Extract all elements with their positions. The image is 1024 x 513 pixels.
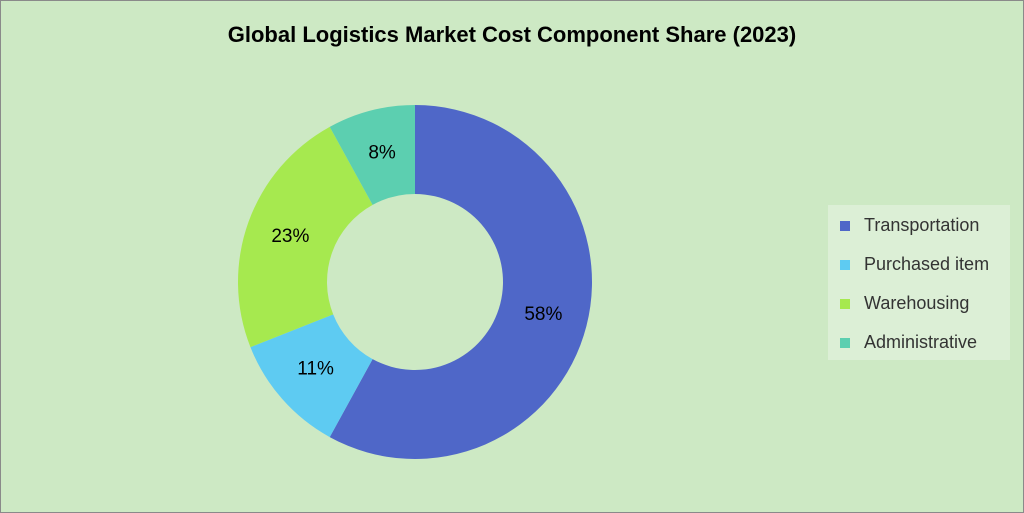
donut-slice xyxy=(238,126,373,348)
data-label: 58% xyxy=(524,304,562,325)
legend-swatch xyxy=(840,299,850,309)
donut-slice xyxy=(250,314,373,438)
legend-label: Administrative xyxy=(864,332,977,352)
data-label: 8% xyxy=(368,143,396,164)
legend-label: Transportation xyxy=(864,215,979,235)
data-label: 23% xyxy=(271,226,309,247)
chart-title: Global Logistics Market Cost Component S… xyxy=(228,22,796,47)
donut-slice xyxy=(329,105,415,205)
legend: Transportation Purchased item Warehousing A… xyxy=(840,215,989,352)
data-label: 11% xyxy=(297,359,334,380)
legend-box xyxy=(828,205,1010,360)
donut-slice xyxy=(329,105,592,459)
legend-label: Warehousing xyxy=(864,293,969,313)
legend-swatch xyxy=(840,221,850,231)
legend-swatch xyxy=(840,260,850,270)
plot-area: 58% 11% 23% 8% xyxy=(238,105,592,459)
legend-swatch xyxy=(840,338,850,348)
legend-label: Purchased item xyxy=(864,254,989,274)
